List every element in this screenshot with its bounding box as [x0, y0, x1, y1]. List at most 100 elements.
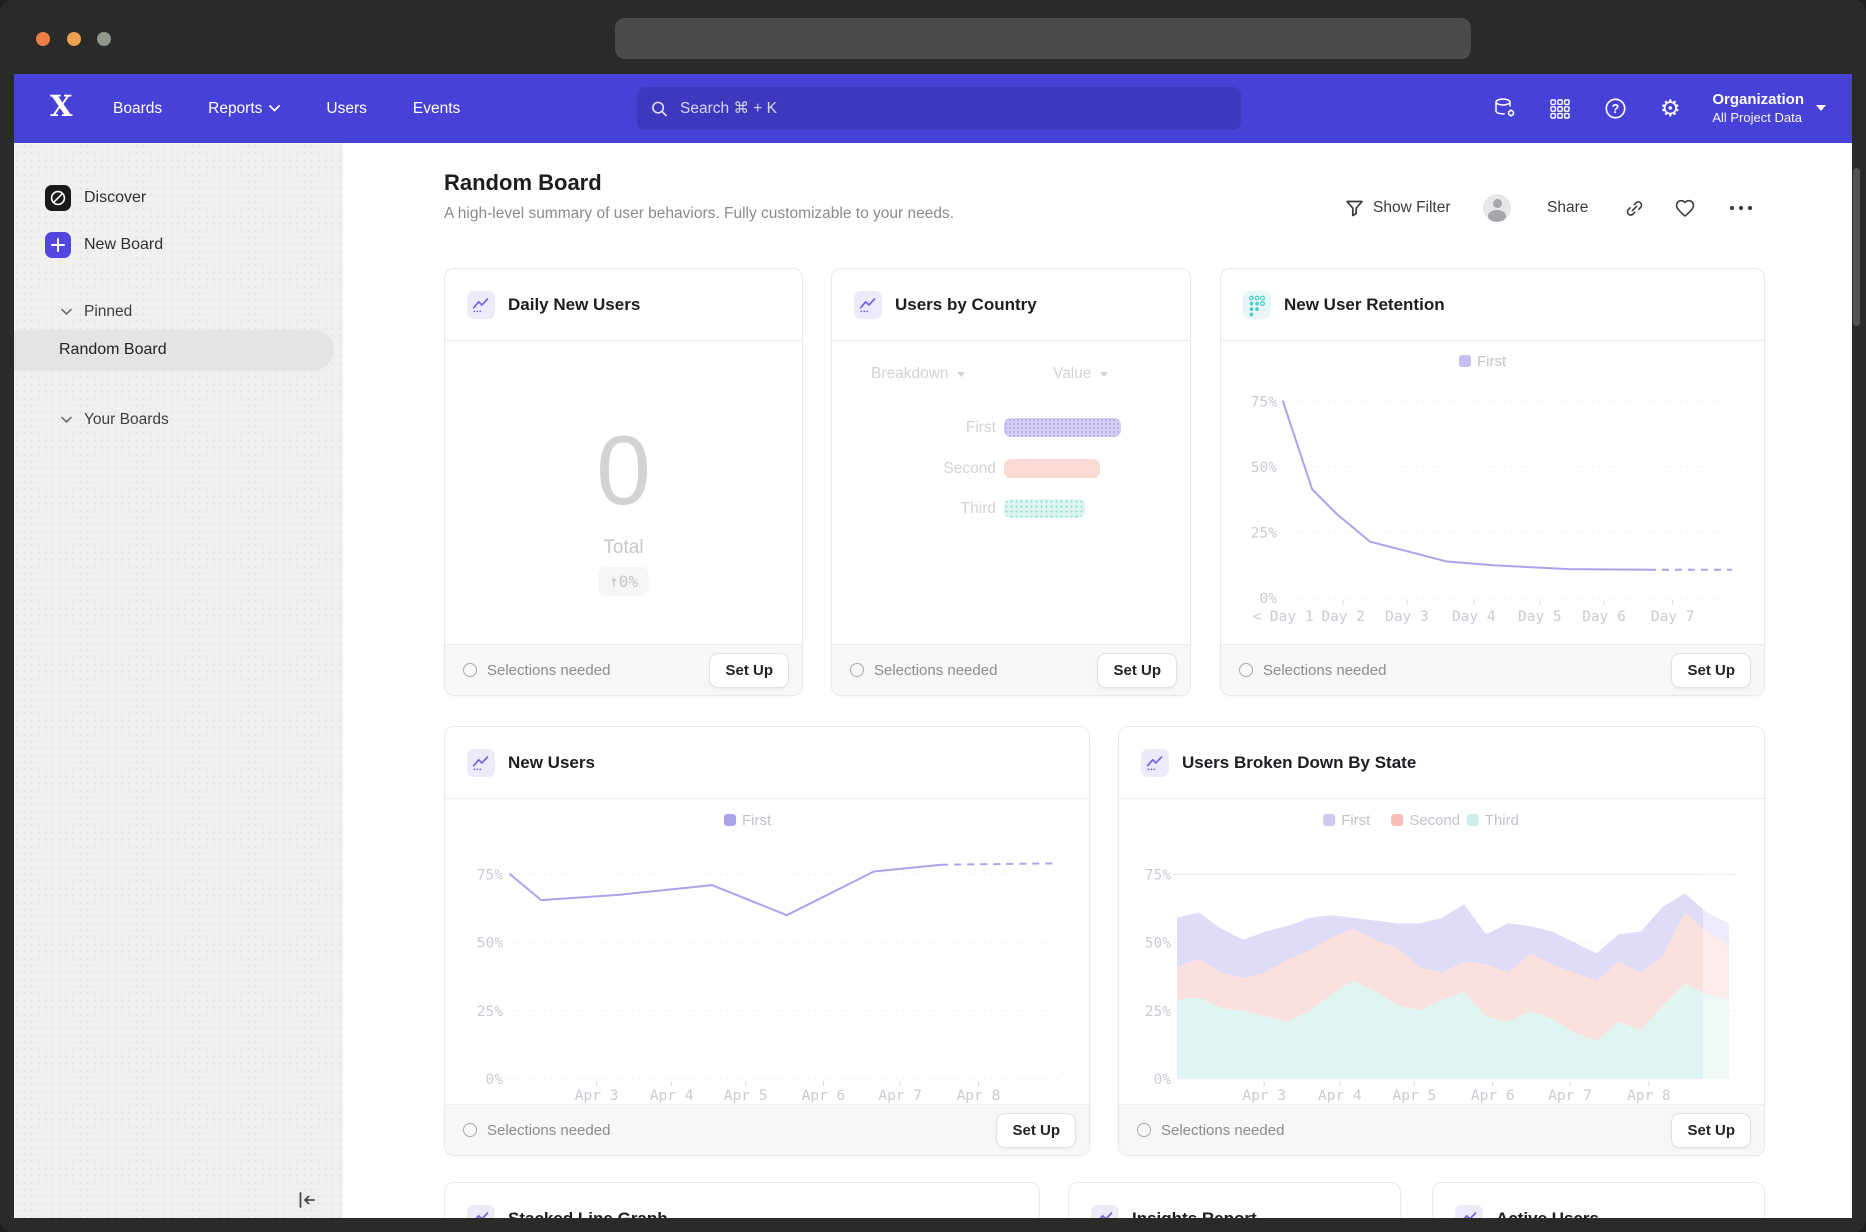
svg-text:Day 5: Day 5 — [1518, 609, 1562, 625]
global-search[interactable] — [637, 87, 1241, 130]
nav-item-reports[interactable]: Reports — [208, 100, 280, 118]
status-text: Selections needed — [487, 662, 709, 679]
avatar[interactable] — [1483, 194, 1511, 222]
bar-label: Third — [832, 500, 1004, 518]
value-dropdown[interactable]: Value — [1053, 365, 1108, 383]
apps-grid-icon[interactable] — [1547, 96, 1573, 122]
status-circle-icon — [1239, 663, 1253, 677]
nav-menu: Boards Reports Users Events — [113, 74, 460, 143]
svg-text:50%: 50% — [1145, 936, 1171, 952]
copy-link-icon[interactable] — [1624, 194, 1645, 222]
line-chart-icon — [1455, 1205, 1483, 1219]
svg-text:Apr 3: Apr 3 — [1242, 1088, 1286, 1104]
retention-chart: 75%50%25%0%< Day 1Day 2Day 3Day 4Day 5Da… — [1221, 341, 1764, 646]
page-title: Random Board — [444, 170, 602, 196]
metric-label: Total — [445, 537, 802, 559]
window-minimize-button[interactable] — [67, 32, 81, 46]
share-button[interactable]: Share — [1547, 194, 1588, 222]
svg-text:Day 4: Day 4 — [1452, 609, 1496, 625]
line-chart-icon — [1141, 749, 1169, 777]
sidebar-item-new-board[interactable]: New Board — [45, 232, 163, 258]
nav-item-users[interactable]: Users — [326, 100, 366, 118]
card-footer: Selections needed Set Up — [445, 644, 802, 695]
svg-text:Third: Third — [1485, 812, 1519, 829]
more-options-icon[interactable] — [1728, 194, 1754, 222]
svg-text:Apr 4: Apr 4 — [650, 1088, 694, 1104]
svg-text:< Day 1: < Day 1 — [1252, 609, 1313, 625]
sidebar-section-pinned[interactable]: Pinned — [61, 303, 132, 321]
bar-label: First — [832, 419, 1004, 437]
svg-text:Day 3: Day 3 — [1385, 609, 1429, 625]
svg-text:Apr 7: Apr 7 — [878, 1088, 922, 1104]
card-title: New User Retention — [1284, 295, 1445, 315]
sidebar: Discover New Board Pinned Random Board Y… — [14, 143, 344, 1218]
card-header: Users by Country — [832, 269, 1190, 341]
bar-label: Second — [832, 460, 1004, 478]
card-daily-new-users: Daily New Users 0 Total ↑0% Selections n… — [444, 268, 803, 696]
svg-text:0%: 0% — [1154, 1072, 1172, 1088]
svg-text:Day 7: Day 7 — [1651, 609, 1695, 625]
data-management-icon[interactable] — [1492, 96, 1518, 122]
bar — [1004, 499, 1085, 518]
card-users-by-country: Users by Country Breakdown Value First Se… — [831, 268, 1191, 696]
retention-dots-icon — [1243, 291, 1271, 319]
svg-text:Apr 5: Apr 5 — [724, 1088, 768, 1104]
card-title: Stacked Line Graph — [508, 1209, 668, 1219]
set-up-button[interactable]: Set Up — [1671, 1113, 1751, 1148]
card-header: Daily New Users — [445, 269, 802, 341]
svg-text:Apr 6: Apr 6 — [802, 1088, 846, 1104]
new-users-chart: 75%50%25%0%Apr 3Apr 4Apr 5Apr 6Apr 7Apr … — [445, 799, 1089, 1106]
browser-window: X Boards Reports Users Events — [0, 0, 1866, 1232]
sidebar-item-random-board[interactable]: Random Board — [14, 330, 334, 370]
filter-funnel-icon — [1345, 199, 1364, 218]
set-up-button[interactable]: Set Up — [996, 1113, 1076, 1148]
url-bar[interactable] — [615, 18, 1471, 59]
sidebar-section-your-boards[interactable]: Your Boards — [61, 411, 169, 429]
status-circle-icon — [463, 663, 477, 677]
status-circle-icon — [850, 663, 864, 677]
mixpanel-logo[interactable]: X — [50, 89, 73, 123]
svg-text:50%: 50% — [1251, 460, 1277, 476]
show-filter-button[interactable]: Show Filter — [1345, 194, 1451, 222]
settings-gear-icon[interactable]: ⚙ — [1657, 96, 1683, 122]
card-title: Insights Report — [1132, 1209, 1257, 1219]
bar-row: First — [832, 418, 1121, 437]
favorite-heart-icon[interactable] — [1674, 194, 1696, 222]
help-icon[interactable]: ? — [1602, 96, 1628, 122]
window-close-button[interactable] — [36, 32, 50, 46]
org-project: All Project Data — [1712, 110, 1804, 127]
line-chart-icon — [467, 1205, 495, 1219]
svg-text:Day 2: Day 2 — [1321, 609, 1365, 625]
top-nav: X Boards Reports Users Events — [14, 74, 1852, 143]
card-title: Users by Country — [895, 295, 1037, 315]
browser-chrome — [0, 0, 1866, 74]
bar-row: Third — [832, 499, 1085, 518]
breakdown-dropdown[interactable]: Breakdown — [871, 365, 965, 383]
metric-value: 0 — [445, 421, 802, 519]
plus-icon — [45, 232, 71, 258]
sidebar-collapse-button[interactable] — [296, 1189, 318, 1216]
svg-text:50%: 50% — [477, 936, 503, 952]
nav-item-events[interactable]: Events — [413, 100, 460, 118]
status-text: Selections needed — [487, 1122, 996, 1139]
scrollbar-thumb[interactable] — [1853, 168, 1860, 326]
line-chart-icon — [854, 291, 882, 319]
svg-text:Apr 4: Apr 4 — [1318, 1088, 1362, 1104]
search-input[interactable] — [678, 99, 1227, 119]
svg-text:First: First — [742, 812, 772, 829]
set-up-button[interactable]: Set Up — [709, 653, 789, 688]
svg-text:25%: 25% — [1145, 1004, 1171, 1020]
bar — [1004, 459, 1100, 478]
org-switcher[interactable]: Organization All Project Data — [1712, 90, 1826, 126]
card-footer: Selections needed Set Up — [1119, 1104, 1764, 1155]
card-active-users: Active Users — [1432, 1182, 1765, 1218]
sidebar-item-discover[interactable]: Discover — [45, 185, 146, 211]
set-up-button[interactable]: Set Up — [1097, 653, 1177, 688]
card-footer: Selections needed Set Up — [445, 1104, 1089, 1155]
window-zoom-button[interactable] — [97, 32, 111, 46]
chevron-down-icon — [61, 308, 72, 316]
nav-item-boards[interactable]: Boards — [113, 100, 162, 118]
svg-text:Second: Second — [1409, 812, 1460, 829]
card-title: Daily New Users — [508, 295, 640, 315]
set-up-button[interactable]: Set Up — [1671, 653, 1751, 688]
